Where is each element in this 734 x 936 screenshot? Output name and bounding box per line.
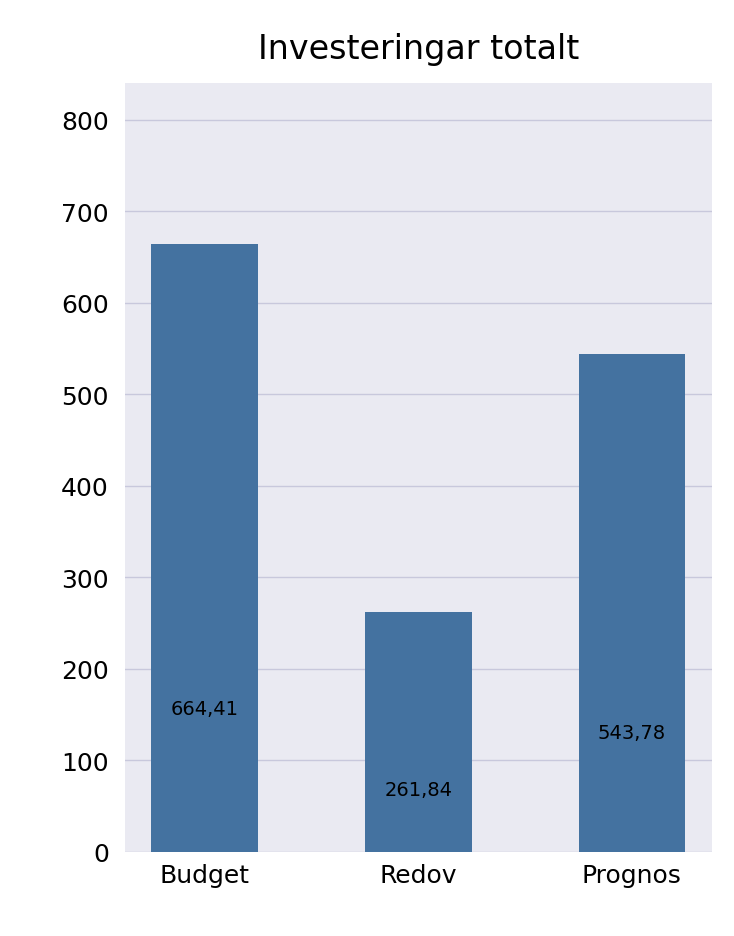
Bar (578, 355, 686, 852)
Text: 261,84: 261,84 (385, 780, 452, 799)
Title: Investeringar totalt: Investeringar totalt (258, 34, 579, 66)
Text: 664,41: 664,41 (171, 699, 239, 718)
Bar (151, 244, 258, 852)
Bar (365, 612, 472, 852)
Text: 543,78: 543,78 (598, 724, 666, 742)
